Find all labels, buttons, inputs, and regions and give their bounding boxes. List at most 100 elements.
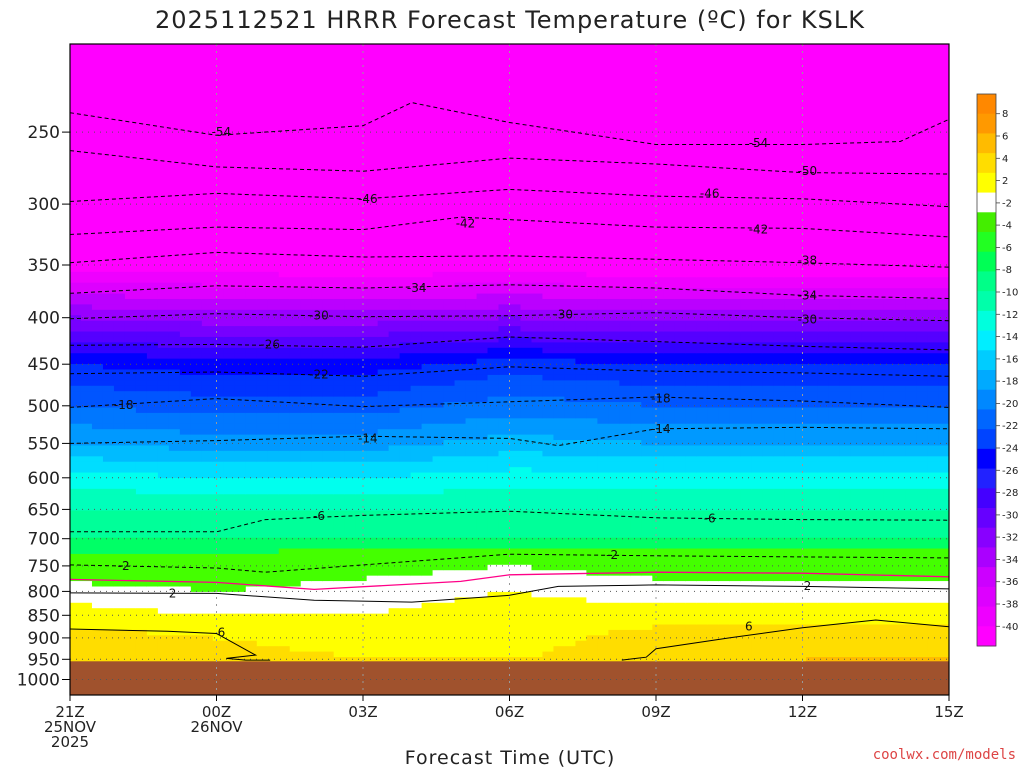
field-cell [278,358,291,365]
field-cell [498,429,511,436]
field-cell [223,190,236,197]
field-cell [410,467,423,474]
field-cell [267,472,280,479]
field-cell [344,559,357,566]
field-cell [256,119,269,126]
field-cell [322,223,335,230]
field-cell [443,136,456,143]
field-cell [443,364,456,371]
field-cell [146,119,159,126]
field-cell [124,483,137,490]
field-cell [168,402,181,409]
field-cell [190,418,203,425]
field-cell [520,402,533,409]
field-cell [168,54,181,61]
field-cell [377,358,390,365]
field-cell [487,467,500,474]
field-cell [355,651,368,658]
field-cell [157,255,170,262]
field-cell [267,109,280,116]
field-cell [476,76,489,83]
field-cell [223,326,236,333]
field-cell [157,271,170,278]
field-cell [212,521,225,528]
field-cell [300,195,313,202]
field-cell [146,147,159,154]
field-cell [300,250,313,257]
field-cell [322,532,335,539]
field-cell [355,635,368,642]
field-cell [256,185,269,192]
field-cell [70,266,82,273]
field-cell [223,613,236,620]
field-cell [432,364,445,371]
field-cell [102,380,115,387]
field-cell [223,212,236,219]
field-cell [278,326,291,333]
field-cell [344,309,357,316]
field-cell [498,228,511,235]
field-cell [388,114,401,121]
field-cell [487,244,500,251]
field-cell [399,515,412,522]
field-cell [267,76,280,83]
field-cell [443,543,456,550]
field-cell [344,250,357,257]
field-cell [355,494,368,501]
field-cell [465,315,478,322]
field-cell [267,456,280,463]
field-cell [190,358,203,365]
field-cell [190,532,203,539]
field-cell [443,217,456,224]
field-cell [465,353,478,360]
field-cell [399,521,412,528]
field-cell [135,624,148,631]
field-cell [366,505,379,512]
field-cell [465,217,478,224]
field-cell [80,54,93,61]
field-cell [498,472,511,479]
field-cell [135,526,148,533]
field-cell [256,217,269,224]
field-cell [300,483,313,490]
field-cell [179,526,192,533]
field-cell [124,505,137,512]
field-cell [355,429,368,436]
field-cell [245,407,258,414]
field-cell [399,81,412,88]
field-cell [289,179,302,186]
field-cell [135,309,148,316]
field-cell [377,136,390,143]
field-cell [289,456,302,463]
field-cell [245,499,258,506]
field-cell [80,320,93,327]
field-cell [410,657,423,664]
field-cell [498,168,511,175]
field-cell [355,298,368,306]
field-cell [366,488,379,495]
field-cell [289,515,302,522]
field-cell [245,570,258,577]
field-cell [377,65,390,72]
field-cell [476,336,489,343]
field-cell [487,347,500,354]
field-cell [124,385,137,392]
field-cell [157,125,170,132]
field-cell [267,326,280,333]
field-cell [80,353,93,360]
field-cell [289,336,302,343]
field-cell [476,114,489,121]
field-cell [157,331,170,338]
field-cell [509,440,522,447]
field-cell [465,103,478,110]
field-cell [201,353,214,360]
field-cell [289,168,302,175]
field-cell [91,521,104,528]
field-cell [443,147,456,154]
field-cell [498,103,511,110]
field-cell [344,570,357,577]
field-cell [256,608,269,615]
field-cell [498,515,511,522]
field-cell [344,347,357,354]
field-cell [70,608,82,615]
